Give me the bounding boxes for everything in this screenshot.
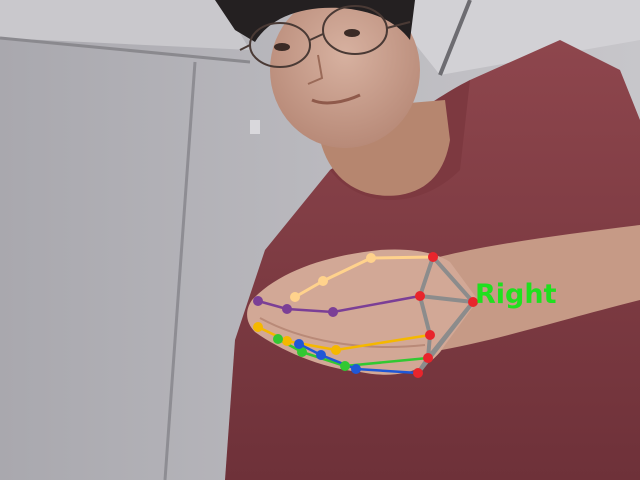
landmark-ring-mcp — [423, 353, 433, 363]
landmark-thumb-cmc — [428, 252, 438, 262]
ring-points — [273, 334, 350, 371]
landmark-wrist — [468, 297, 478, 307]
landmark-index-mcp — [415, 291, 425, 301]
index-points — [253, 296, 338, 317]
middle-points — [253, 322, 341, 355]
pinky-points — [294, 339, 361, 374]
index-connections — [256, 294, 422, 314]
glasses — [239, 5, 411, 68]
forearm — [420, 225, 640, 352]
landmark-middle-mcp — [425, 330, 435, 340]
thumb-connections — [293, 255, 435, 299]
landmark-pinky-mcp — [413, 368, 423, 378]
palm-points — [413, 252, 478, 378]
hair — [215, 0, 415, 42]
thumb-points — [290, 253, 376, 302]
hand-landmarks — [253, 252, 478, 378]
handedness-label: Right — [475, 279, 557, 310]
